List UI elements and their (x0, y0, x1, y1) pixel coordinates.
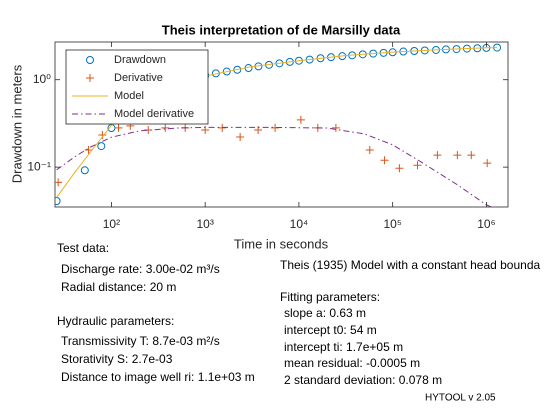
marker-plus (86, 74, 94, 82)
note-left: Distance to image well ri: 1.1e+03 m (61, 370, 255, 384)
x-tick-label: 10⁴ (290, 217, 309, 231)
marker-plus (114, 123, 123, 132)
legend-label: Drawdown (114, 54, 166, 66)
marker-plus (453, 151, 462, 160)
marker-circle (55, 196, 61, 205)
chart-title: Theis interpretation of de Marsilly data (162, 22, 401, 37)
y-tick-label: 10⁻¹ (27, 159, 51, 173)
note-left: Radial distance: 20 m (61, 280, 176, 294)
marker-plus (236, 133, 245, 142)
note-right: Fitting parameters: (280, 290, 380, 304)
x-tick-label: 10² (103, 217, 120, 231)
marker-circle (86, 56, 94, 64)
version: HYTOOL v 2.05 (425, 393, 496, 404)
x-tick-label: 10⁶ (477, 217, 495, 231)
x-tick-label: 10³ (197, 217, 214, 231)
note-right: Theis (1935) Model with a constant head … (280, 258, 540, 272)
marker-plus (161, 123, 170, 132)
note-right: slope a: 0.63 m (284, 306, 366, 320)
marker-circle (80, 166, 89, 175)
x-axis-label: Time in seconds (234, 236, 329, 251)
marker-plus (467, 151, 476, 160)
marker-plus (395, 164, 404, 173)
note-right: 2 standard deviation: 0.078 m (284, 373, 442, 387)
marker-plus (413, 161, 422, 170)
marker-plus (331, 123, 340, 132)
x-tick-label: 10⁵ (383, 217, 401, 231)
marker-plus (365, 146, 374, 155)
marker-circle (97, 142, 106, 151)
series-line (56, 126, 493, 207)
note-left: Storativity S: 2.7e-03 (61, 352, 173, 366)
note-right: intercept t0: 54 m (284, 323, 377, 337)
marker-plus (296, 115, 305, 124)
note-left: Discharge rate: 3.00e-02 m³/s (61, 262, 220, 276)
legend-label: Model derivative (114, 108, 194, 120)
legend-box (65, 49, 209, 125)
note-right: intercept ti: 1.7e+05 m (284, 340, 403, 354)
note-left: Transmissivity T: 8.7e-03 m²/s (61, 334, 220, 348)
marker-circle (222, 67, 231, 76)
marker-plus (84, 146, 93, 155)
note-left: Test data: (57, 241, 109, 255)
y-axis-label: Drawdown in meters (9, 64, 24, 183)
legend-label: Model (114, 90, 144, 102)
y-tick-label: 10⁰ (33, 72, 51, 86)
marker-plus (433, 151, 442, 160)
note-left: Hydraulic parameters: (57, 314, 174, 328)
marker-plus (483, 159, 492, 168)
legend-label: Derivative (114, 72, 163, 84)
marker-plus (218, 123, 227, 132)
note-right: mean residual: -0.0005 m (284, 356, 420, 370)
marker-plus (380, 156, 389, 165)
marker-plus (55, 178, 63, 187)
